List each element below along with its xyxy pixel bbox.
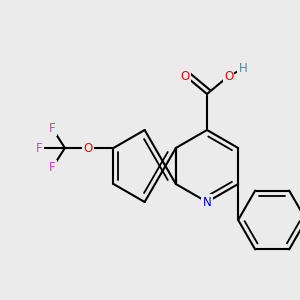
Text: O: O [224, 70, 233, 83]
Text: N: N [202, 196, 211, 208]
Text: O: O [84, 142, 93, 154]
Text: O: O [181, 70, 190, 83]
Text: F: F [36, 142, 43, 154]
Text: H: H [238, 62, 247, 75]
Text: F: F [49, 161, 56, 174]
Text: F: F [49, 122, 56, 135]
